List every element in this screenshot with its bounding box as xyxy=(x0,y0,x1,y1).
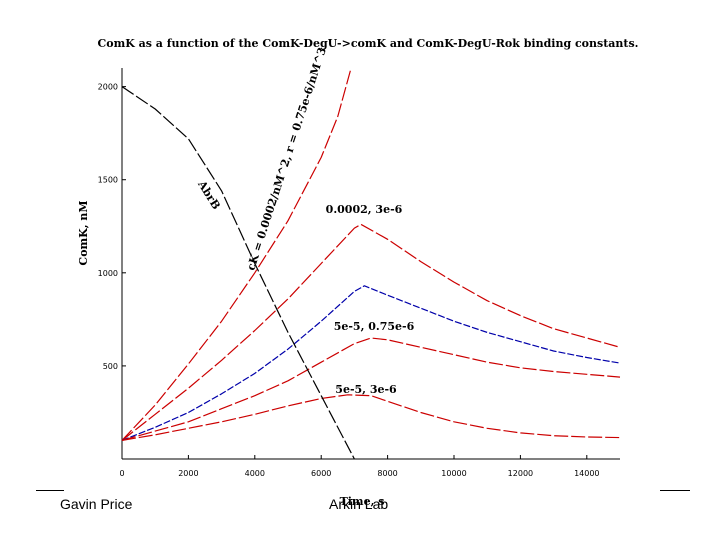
series-line-1 xyxy=(121,67,352,441)
y-tick-label: 2000 xyxy=(98,83,118,92)
x-tick-label: 0 xyxy=(119,469,124,478)
y-tick-group: 500 1000 1500 2000 xyxy=(98,83,126,371)
x-tick-label: 4000 xyxy=(245,469,265,478)
series-line-5 xyxy=(121,394,621,441)
footer-rule-left xyxy=(36,490,64,491)
x-tick-label: 6000 xyxy=(311,469,331,478)
x-axis-label: Time, s xyxy=(340,495,385,508)
y-tick-label: 1000 xyxy=(98,269,118,278)
y-tick-label: 500 xyxy=(103,362,118,371)
x-tick-label: 12000 xyxy=(508,469,533,478)
x-tick-label: 10000 xyxy=(441,469,466,478)
x-tick-label: 8000 xyxy=(377,469,397,478)
footer-rule-right xyxy=(660,490,690,491)
plot-area xyxy=(121,68,620,460)
annotation-series-2: 0.0002, 3e-6 xyxy=(326,203,403,216)
series-line-2 xyxy=(121,223,621,441)
annotation-abrb: AbrB xyxy=(195,178,223,212)
series-line-4 xyxy=(121,337,621,441)
footer-lab: Arkin Lab xyxy=(329,496,389,512)
series-line-6 xyxy=(121,86,355,460)
x-tick-label: 2000 xyxy=(178,469,198,478)
x-tick-label: 14000 xyxy=(574,469,599,478)
y-tick-label: 1500 xyxy=(98,176,118,185)
footer-author: Gavin Price xyxy=(60,496,133,512)
annotation-series-5: 5e-5, 3e-6 xyxy=(335,383,397,396)
chart-title: ComK as a function of the ComK-DegU->com… xyxy=(97,37,638,50)
x-tick-group: 0 2000 4000 6000 8000 10000 12000 14000 xyxy=(119,455,600,478)
series-line-3 xyxy=(121,285,621,441)
annotation-series-4: 5e-5, 0.75e-6 xyxy=(334,320,415,333)
series-group xyxy=(121,67,621,460)
annotation-series-1: cK = 0.0002/nM^2, r = 0.75e-6/nM^3 xyxy=(244,46,329,272)
y-axis-label: ComK, nM xyxy=(77,200,90,265)
